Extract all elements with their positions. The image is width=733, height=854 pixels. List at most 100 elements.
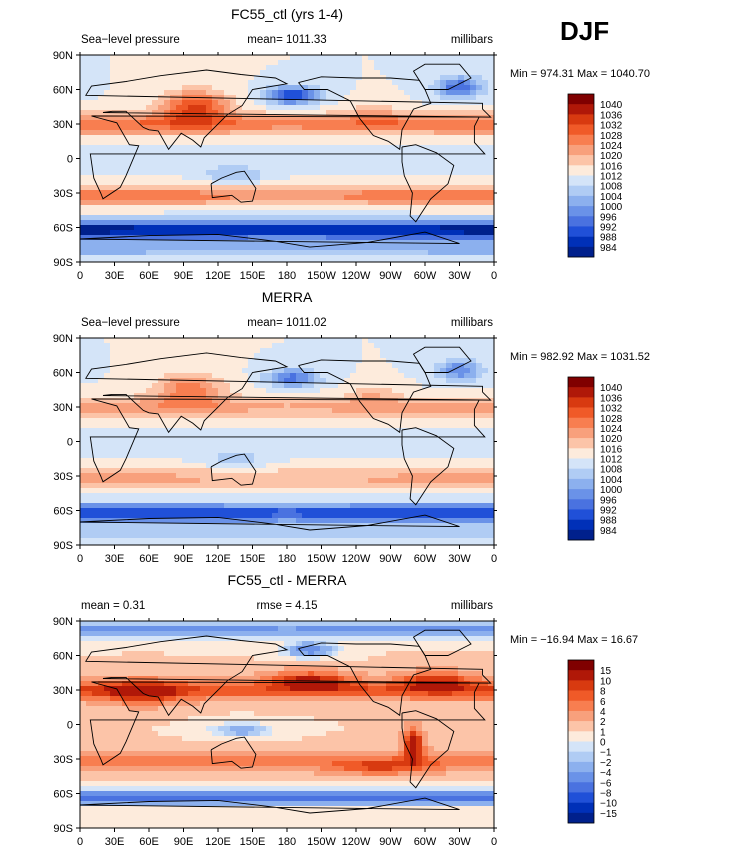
- heatmap-cell: [224, 418, 231, 424]
- heatmap-cell: [188, 260, 195, 263]
- heatmap-cell: [158, 463, 165, 469]
- heatmap-cell: [110, 433, 117, 439]
- heatmap-cell: [416, 110, 423, 116]
- heatmap-cell: [386, 170, 393, 176]
- heatmap-cell: [326, 65, 333, 71]
- heatmap-cell: [86, 100, 93, 106]
- heatmap-cell: [86, 235, 93, 241]
- heatmap-cell: [428, 95, 435, 101]
- heatmap-cell: [344, 230, 351, 236]
- heatmap-cell: [170, 448, 177, 454]
- heatmap-cell: [224, 413, 231, 419]
- heatmap-cell: [482, 165, 489, 171]
- heatmap-cell: [434, 438, 441, 444]
- heatmap-cell: [98, 65, 105, 71]
- heatmap-cell: [458, 105, 465, 111]
- heatmap-cell: [92, 180, 99, 186]
- heatmap-cell: [182, 200, 189, 206]
- heatmap-cell: [164, 220, 171, 226]
- heatmap-cell: [392, 358, 399, 364]
- heatmap-cell: [392, 373, 399, 379]
- heatmap-cell: [164, 95, 171, 101]
- heatmap-cell: [92, 468, 99, 474]
- heatmap-cell: [104, 80, 111, 86]
- heatmap-cell: [350, 170, 357, 176]
- heatmap-cell: [218, 220, 225, 226]
- heatmap-cell: [242, 70, 249, 76]
- heatmap-cell: [152, 70, 159, 76]
- heatmap-cell: [422, 175, 429, 181]
- heatmap-cell: [488, 160, 495, 166]
- heatmap-cell: [134, 388, 141, 394]
- heatmap-cell: [458, 235, 465, 241]
- heatmap-cell: [404, 438, 411, 444]
- heatmap-cell: [410, 90, 417, 96]
- heatmap-cell: [284, 245, 291, 251]
- heatmap-cell: [362, 398, 369, 404]
- heatmap-cell: [344, 90, 351, 96]
- heatmap-cell: [320, 65, 327, 71]
- heatmap-cell: [182, 190, 189, 196]
- heatmap-cell: [212, 215, 219, 221]
- heatmap-cell: [278, 428, 285, 434]
- heatmap-cell: [176, 235, 183, 241]
- heatmap-cell: [230, 135, 237, 141]
- heatmap-cell: [332, 190, 339, 196]
- heatmap-cell: [248, 140, 255, 146]
- heatmap-cell: [116, 175, 123, 181]
- heatmap-cell: [386, 175, 393, 181]
- heatmap-cell: [80, 453, 87, 459]
- heatmap-cell: [320, 95, 327, 101]
- heatmap-cell: [332, 473, 339, 479]
- heatmap-cell: [350, 260, 357, 263]
- heatmap-cell: [86, 240, 93, 246]
- heatmap-cell: [398, 448, 405, 454]
- heatmap-cell: [188, 90, 195, 96]
- heatmap-cell: [446, 205, 453, 211]
- heatmap-cell: [482, 195, 489, 201]
- heatmap-cell: [368, 160, 375, 166]
- heatmap-cell: [122, 353, 129, 359]
- heatmap-cell: [410, 260, 417, 263]
- heatmap-cell: [140, 85, 147, 91]
- heatmap-cell: [320, 170, 327, 176]
- heatmap-cell: [122, 170, 129, 176]
- heatmap-cell: [278, 388, 285, 394]
- heatmap-cell: [146, 115, 153, 121]
- heatmap-cell: [266, 60, 273, 66]
- heatmap-cell: [230, 353, 237, 359]
- heatmap-cell: [248, 175, 255, 181]
- heatmap-cell: [128, 200, 135, 206]
- heatmap-cell: [398, 433, 405, 439]
- heatmap-cell: [434, 463, 441, 469]
- heatmap-cell: [476, 230, 483, 236]
- heatmap-cell: [434, 453, 441, 459]
- heatmap-cell: [122, 60, 129, 66]
- heatmap-cell: [344, 210, 351, 216]
- heatmap-cell: [206, 403, 213, 409]
- heatmap-cell: [344, 338, 351, 344]
- heatmap-cell: [338, 413, 345, 419]
- heatmap-cell: [266, 403, 273, 409]
- heatmap-cell: [320, 438, 327, 444]
- heatmap-cell: [308, 428, 315, 434]
- heatmap-cell: [302, 185, 309, 191]
- heatmap-cell: [476, 175, 483, 181]
- heatmap-cell: [332, 100, 339, 106]
- heatmap-cell: [404, 185, 411, 191]
- heatmap-cell: [236, 165, 243, 171]
- heatmap-cell: [176, 443, 183, 449]
- heatmap-cell: [164, 155, 171, 161]
- heatmap-cell: [374, 190, 381, 196]
- heatmap-cell: [248, 408, 255, 414]
- heatmap-cell: [122, 378, 129, 384]
- heatmap-cell: [86, 115, 93, 121]
- heatmap-cell: [380, 130, 387, 136]
- heatmap-cell: [224, 80, 231, 86]
- heatmap-cell: [428, 110, 435, 116]
- heatmap-cell: [248, 383, 255, 389]
- heatmap-cell: [410, 245, 417, 251]
- heatmap-cell: [482, 433, 489, 439]
- heatmap-cell: [170, 90, 177, 96]
- heatmap-cell: [278, 90, 285, 96]
